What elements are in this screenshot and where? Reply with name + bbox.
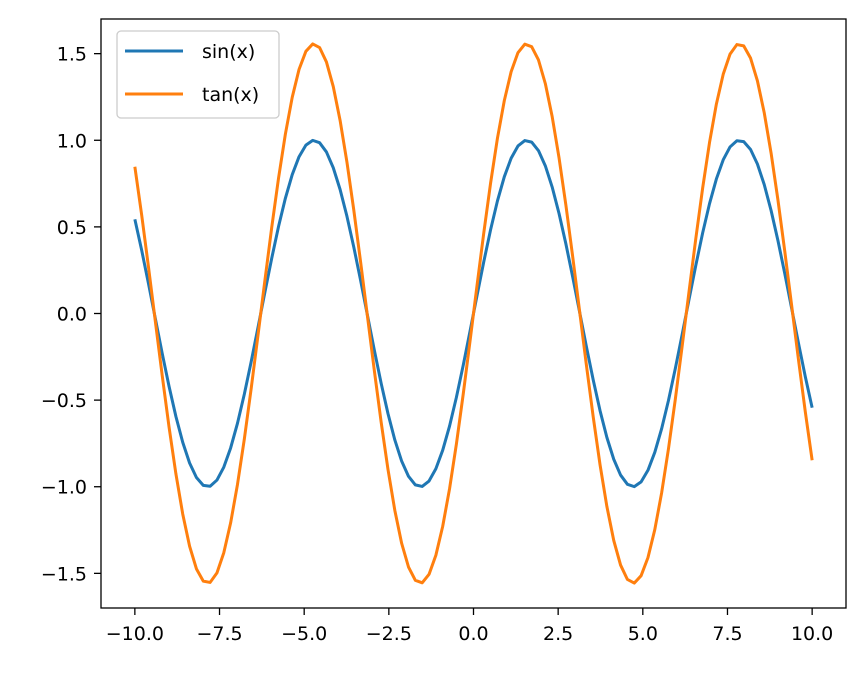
x-tick-label: −10.0 <box>106 623 164 645</box>
y-tick-label: 1.0 <box>57 130 87 152</box>
y-tick-label: −0.5 <box>41 390 87 412</box>
x-tick-label: −5.0 <box>281 623 327 645</box>
y-axis: −1.5 −1.0 −0.5 0.0 0.5 1.0 1.5 <box>41 44 101 585</box>
x-tick-label: −7.5 <box>196 623 242 645</box>
y-tick-label: 0.5 <box>57 217 87 239</box>
series-line-tan <box>133 42 814 585</box>
legend-label-sin: sin(x) <box>202 41 255 63</box>
legend-box <box>116 30 280 119</box>
x-tick-label: 10.0 <box>791 623 833 645</box>
x-tick-label: 7.5 <box>712 623 742 645</box>
x-tick-label: 5.0 <box>628 623 658 645</box>
legend-label-tan: tan(x) <box>202 84 259 106</box>
legend: sin(x) tan(x) <box>116 30 280 119</box>
x-axis: −10.0 −7.5 −5.0 −2.5 0.0 2.5 5.0 7.5 10.0 <box>106 608 833 645</box>
y-tick-label: −1.5 <box>41 563 87 585</box>
x-tick-label: −2.5 <box>366 623 412 645</box>
x-tick-label: 2.5 <box>543 623 573 645</box>
y-tick-label: 1.5 <box>57 44 87 66</box>
y-tick-label: 0.0 <box>57 304 87 326</box>
y-tick-label: −1.0 <box>41 477 87 499</box>
x-tick-label: 0.0 <box>458 623 488 645</box>
plot-lines <box>133 42 814 585</box>
